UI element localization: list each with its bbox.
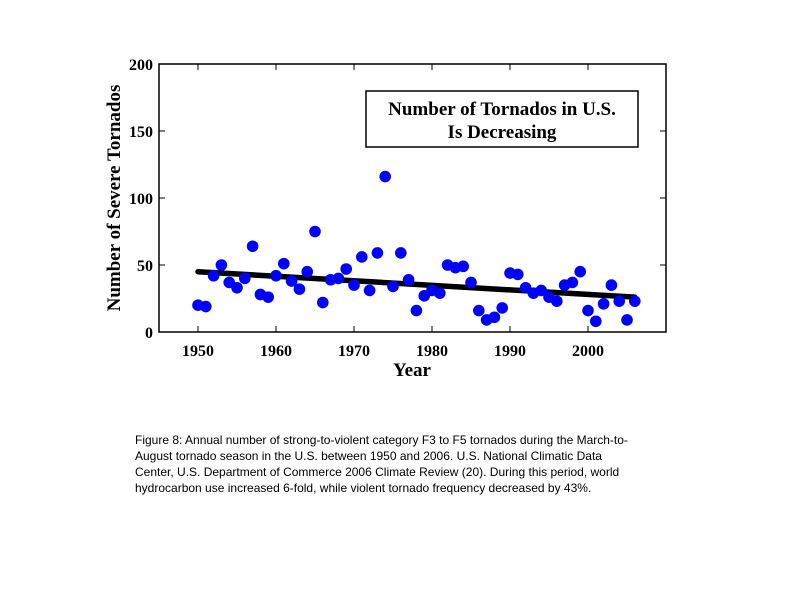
caption-line: Figure 8: Annual number of strong-to-vio… [135, 433, 628, 447]
data-point [309, 225, 321, 238]
data-point [473, 304, 485, 317]
data-point [457, 260, 470, 273]
data-point [574, 265, 586, 278]
data-point [231, 281, 243, 294]
data-point [270, 269, 282, 282]
x-tick-label: 1950 [182, 343, 214, 360]
y-tick-label: 150 [129, 124, 153, 141]
annotation-line-1: Number of Tornados in U.S. [388, 99, 616, 120]
data-point [340, 263, 353, 275]
data-point [215, 259, 228, 271]
data-point [605, 279, 618, 291]
data-point [332, 272, 345, 285]
data-point [356, 251, 368, 263]
x-tick-label: 1960 [260, 343, 292, 360]
caption-line: August tornado season in the U.S. betwee… [135, 449, 602, 463]
y-tick-label: 50 [137, 258, 153, 275]
annotation-line-2: Is Decreasing [448, 122, 557, 143]
data-point [301, 265, 314, 278]
data-point [278, 257, 290, 270]
x-tick-label: 2000 [572, 343, 604, 360]
y-tick-label: 100 [129, 191, 153, 208]
data-point [285, 275, 298, 287]
x-tick-label: 1970 [338, 343, 370, 360]
data-point [200, 300, 212, 313]
y-axis-label: Number of Severe Tornados [104, 85, 125, 312]
data-point [566, 276, 579, 289]
data-point [551, 295, 563, 307]
data-point [371, 247, 384, 259]
y-tick-label: 200 [129, 57, 153, 74]
data-point [613, 295, 625, 307]
y-tick-label: 0 [145, 325, 153, 342]
data-point [317, 296, 329, 309]
data-point [496, 302, 509, 314]
data-point [387, 280, 399, 293]
x-axis-label: Year [393, 360, 432, 381]
data-points [192, 170, 641, 328]
figure-caption: Figure 8: Annual number of strong-to-vio… [135, 432, 695, 496]
data-point [621, 314, 633, 326]
data-point [590, 315, 602, 328]
data-point [535, 284, 547, 297]
annotation-box-frame [365, 90, 639, 148]
data-point [395, 247, 407, 259]
data-point [207, 269, 220, 282]
x-tick-label: 1980 [416, 343, 448, 360]
data-point [597, 298, 610, 310]
axis-ticks: 1950 1960 1970 1980 1990 2000 0 50 100 150 200 [129, 57, 666, 360]
data-point [488, 311, 501, 324]
caption-line: hydrocarbon use increased 6-fold, while … [135, 481, 592, 495]
data-point [293, 283, 306, 295]
data-point [402, 273, 415, 286]
data-point [379, 170, 392, 183]
data-point [239, 272, 251, 285]
data-point [629, 295, 641, 307]
data-point [582, 304, 594, 317]
data-point [348, 279, 360, 291]
data-point [465, 276, 477, 289]
annotation-box: Number of Tornados in U.S. Is Decreasing [365, 90, 639, 148]
data-point [246, 240, 259, 253]
x-tick-label: 1990 [494, 343, 526, 360]
data-point [410, 304, 423, 317]
caption-line: Center, U.S. Department of Commerce 2006… [135, 465, 620, 479]
data-point [512, 268, 524, 281]
data-point [363, 284, 376, 297]
data-point [262, 291, 275, 303]
data-point [434, 287, 446, 299]
